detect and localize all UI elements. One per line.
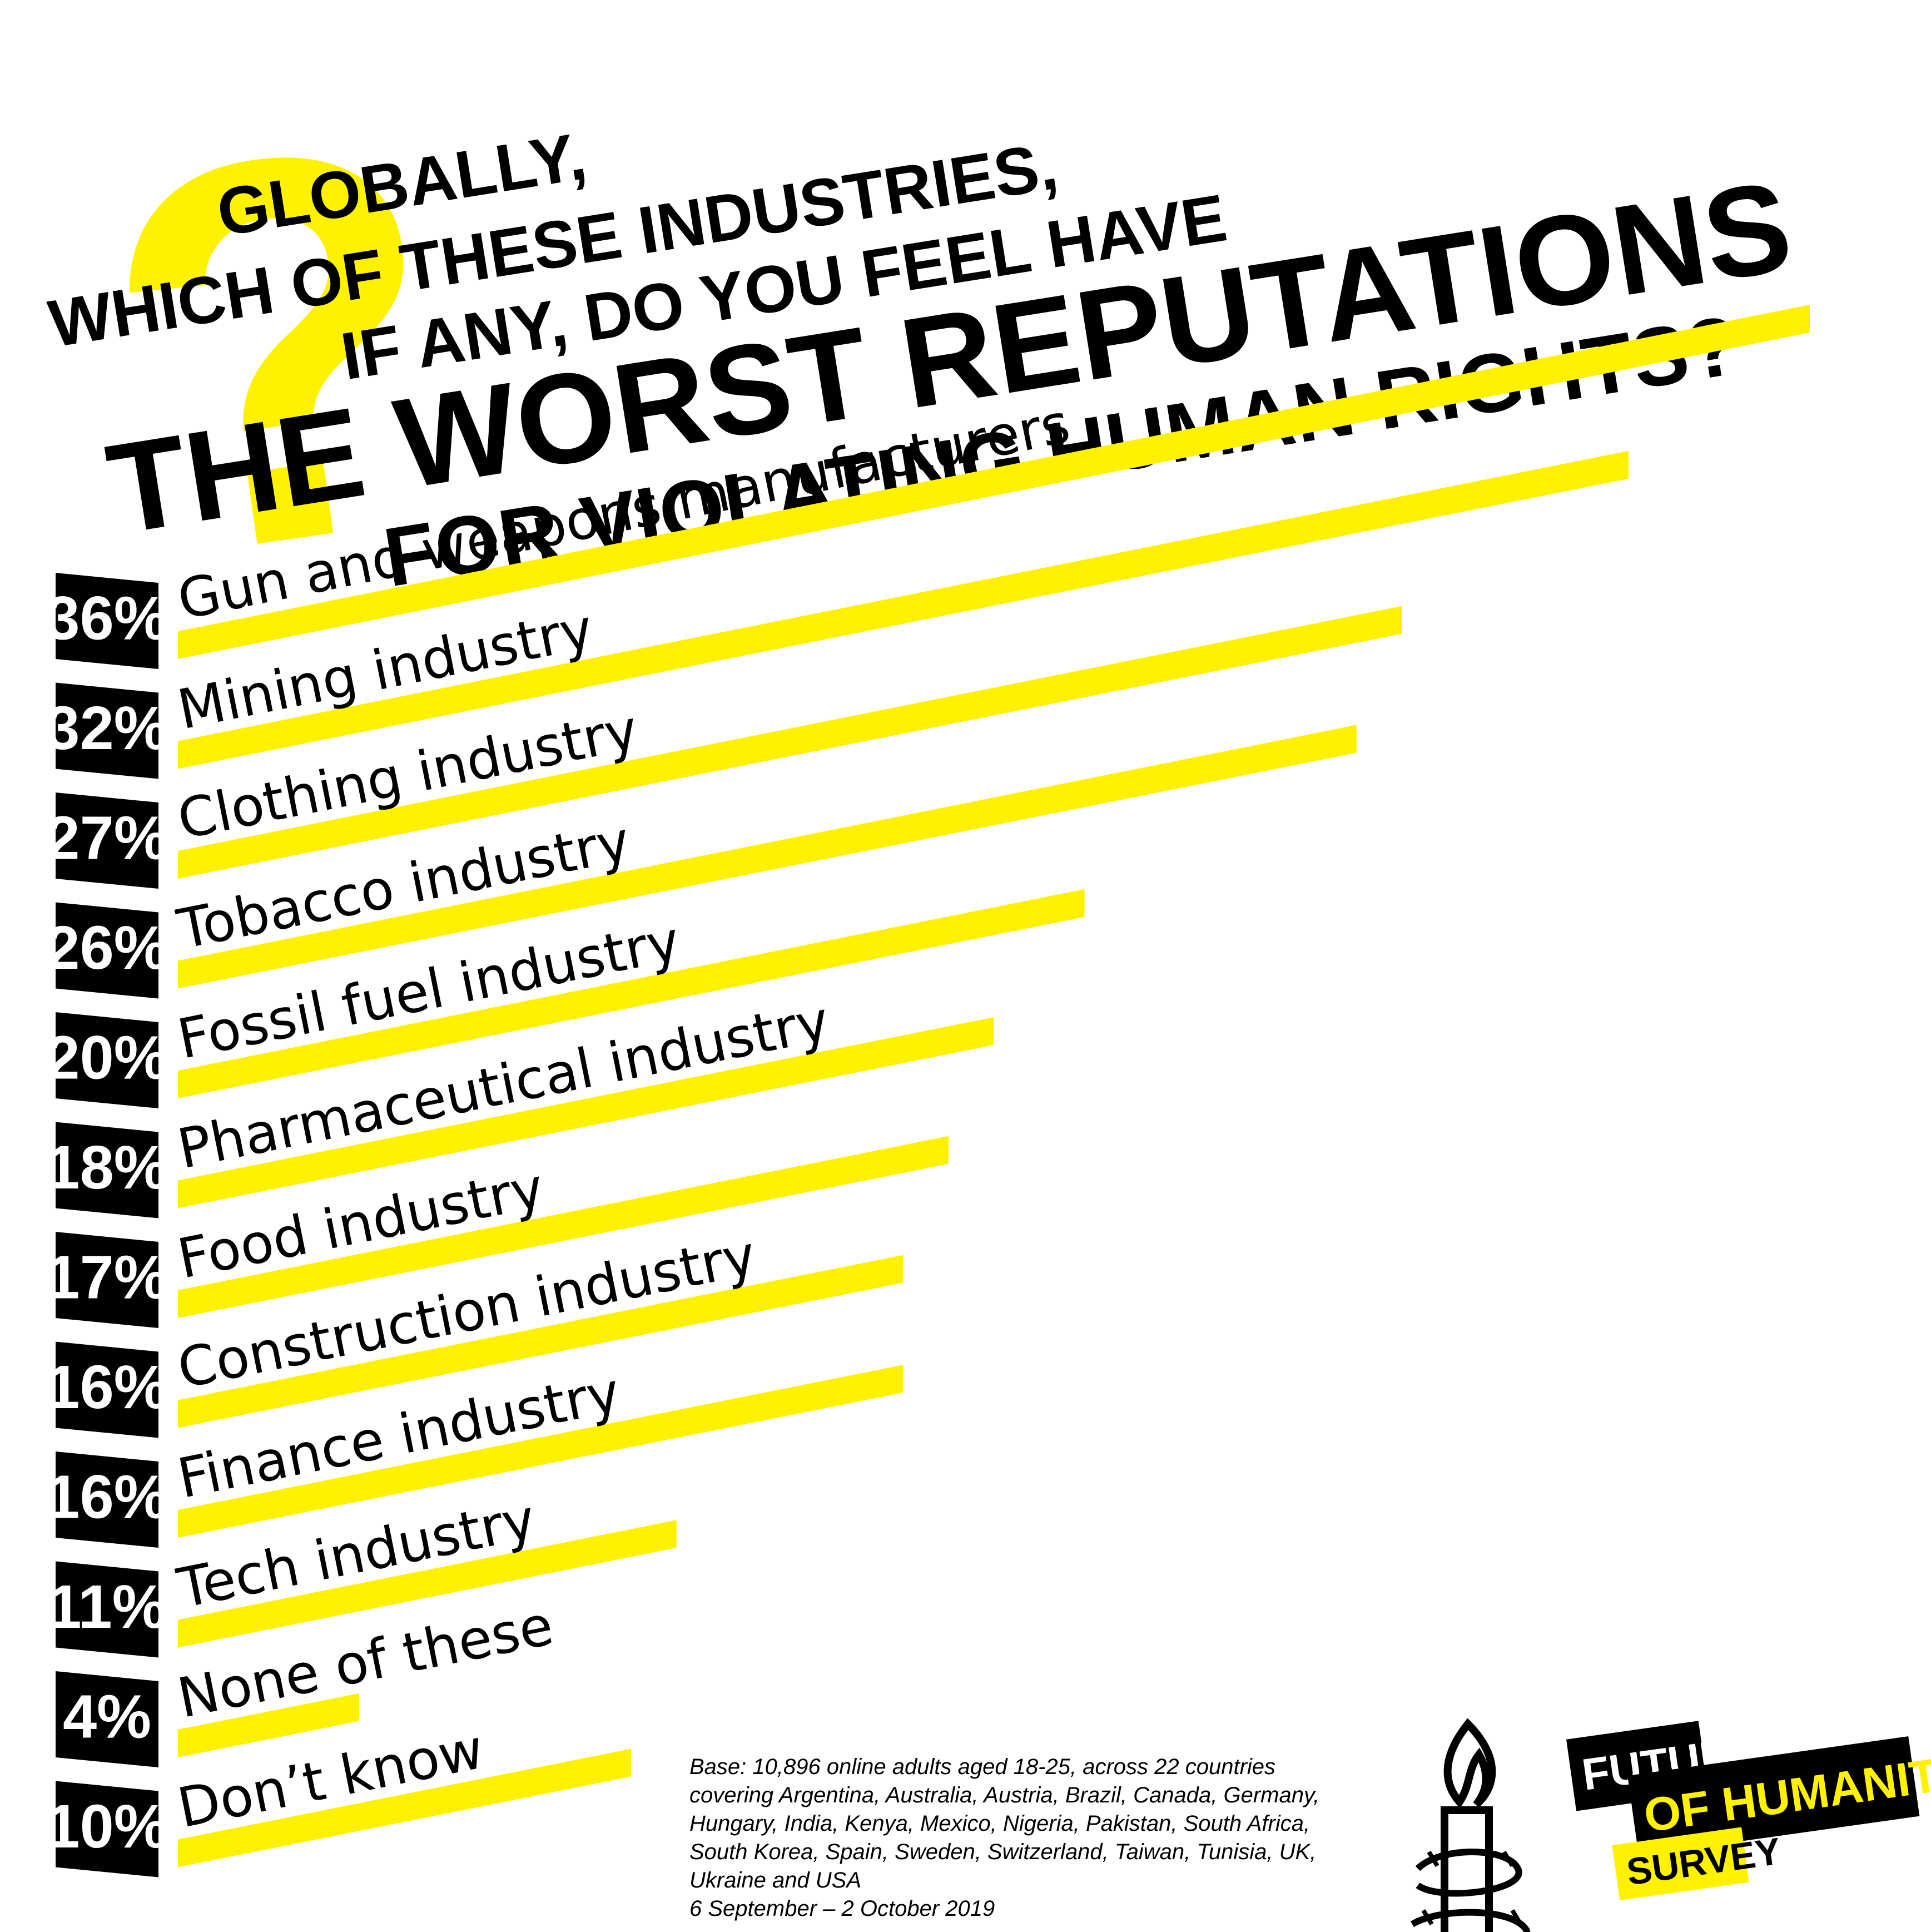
- value-label: 36%: [46, 584, 168, 653]
- value-label: 32%: [46, 694, 168, 762]
- value-box: [56, 1781, 158, 1877]
- bar: [178, 889, 1085, 1098]
- bar: [178, 1017, 994, 1208]
- bar: [178, 725, 1357, 989]
- value-box: [56, 573, 158, 669]
- value-label: 17%: [46, 1244, 168, 1312]
- value-box: [56, 1232, 158, 1328]
- bar: [178, 1136, 949, 1318]
- footnote: Base: 10,896 online adults aged 18-25, a…: [689, 1755, 1319, 1921]
- footnote-line: Base: 10,896 online adults aged 18-25, a…: [689, 1755, 1275, 1779]
- value-label: 11%: [47, 1573, 166, 1641]
- value-box: [56, 1671, 158, 1767]
- footnote-line: South Korea, Spain, Sweden, Switzerland,…: [689, 1840, 1316, 1864]
- value-label: 4%: [63, 1683, 151, 1751]
- footnote-line: covering Argentina, Australia, Austria, …: [689, 1783, 1319, 1807]
- bar: [178, 450, 1629, 769]
- bar: [178, 305, 1810, 659]
- value-label: 26%: [46, 914, 168, 982]
- value-label: 18%: [46, 1133, 168, 1202]
- value-box: [56, 682, 158, 779]
- value-label: 20%: [46, 1024, 168, 1092]
- value-label: 10%: [46, 1792, 168, 1861]
- value-label: 16%: [46, 1463, 168, 1532]
- bar: [178, 1255, 904, 1428]
- bar: [178, 1693, 360, 1757]
- footnote-line: Hungary, India, Kenya, Mexico, Nigeria, …: [689, 1811, 1310, 1836]
- value-label: 27%: [46, 804, 168, 873]
- value-box: [56, 1122, 158, 1218]
- value-label: 16%: [46, 1353, 168, 1421]
- bar: [178, 1365, 904, 1538]
- footnote-line: 6 September – 2 October 2019: [689, 1896, 995, 1921]
- survey-logo: FUTURE OF HUMANITY SURVEY: [1566, 1721, 1931, 1901]
- value-box: [56, 1341, 158, 1438]
- bar: [178, 1520, 677, 1648]
- value-box: [56, 792, 158, 889]
- value-box: [56, 1452, 158, 1548]
- bar: [178, 606, 1402, 879]
- value-box: [56, 1561, 158, 1658]
- footnote-line: Ukraine and USA: [689, 1868, 861, 1893]
- value-box: [56, 1012, 158, 1108]
- candle-barbed-wire-icon: [1410, 1718, 1531, 1932]
- value-box: [56, 902, 158, 999]
- bar: [178, 1748, 632, 1867]
